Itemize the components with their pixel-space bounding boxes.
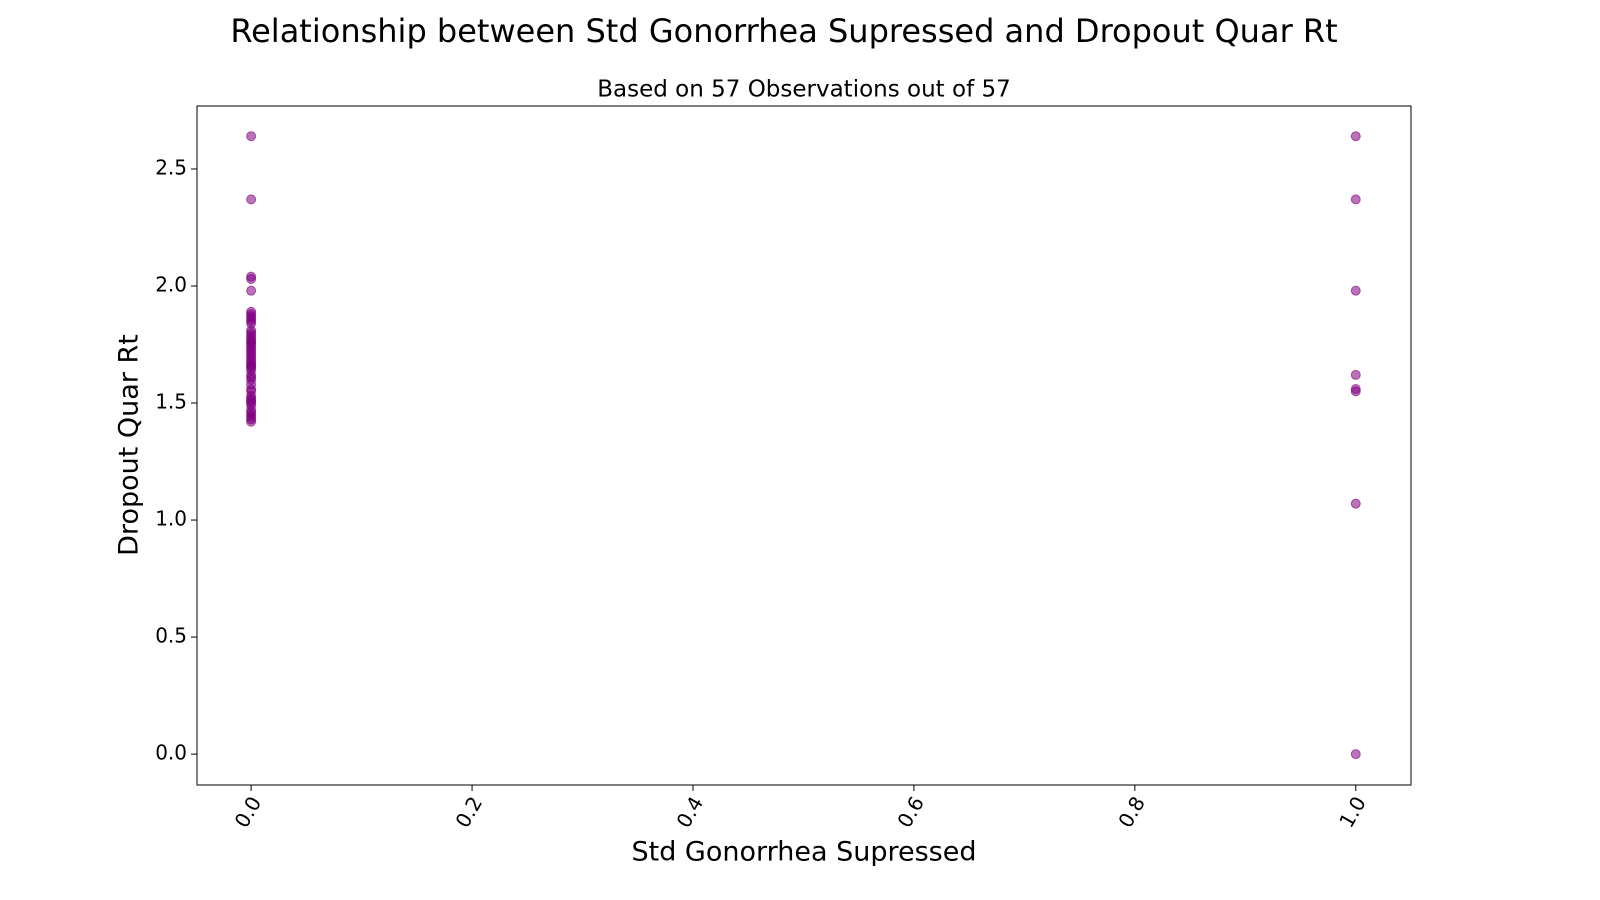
x-tick-label: 0.2 — [450, 792, 487, 832]
y-axis-label: Dropout Quar Rt — [114, 334, 145, 556]
plot-frame — [196, 105, 1412, 786]
point — [246, 416, 257, 427]
point — [1350, 498, 1361, 509]
x-tick-label: 1.0 — [1334, 792, 1371, 832]
point — [1350, 131, 1361, 142]
y-tick-label: 0.0 — [155, 741, 187, 765]
point — [1350, 386, 1361, 397]
point — [246, 194, 257, 205]
chart-title: Relationship between Std Gonorrhea Supre… — [230, 12, 1337, 50]
x-tick-label: 0.8 — [1113, 792, 1150, 832]
x-tick-label: 0.4 — [671, 792, 708, 832]
y-tick-label: 1.0 — [155, 507, 187, 531]
point — [1350, 194, 1361, 205]
point — [1350, 749, 1361, 760]
point — [246, 273, 257, 284]
x-axis-label: Std Gonorrhea Supressed — [631, 837, 976, 868]
point — [246, 131, 257, 142]
y-tick-label: 0.5 — [155, 624, 187, 648]
point — [246, 285, 257, 296]
point — [1350, 369, 1361, 380]
x-tick-label: 0.0 — [230, 792, 267, 832]
y-tick-label: 2.5 — [155, 155, 187, 179]
point — [1350, 285, 1361, 296]
chart-subtitle: Based on 57 Observations out of 57 — [597, 77, 1011, 103]
y-tick-label: 2.0 — [155, 272, 187, 296]
y-tick-label: 1.5 — [155, 390, 187, 414]
x-tick-label: 0.6 — [892, 792, 929, 832]
